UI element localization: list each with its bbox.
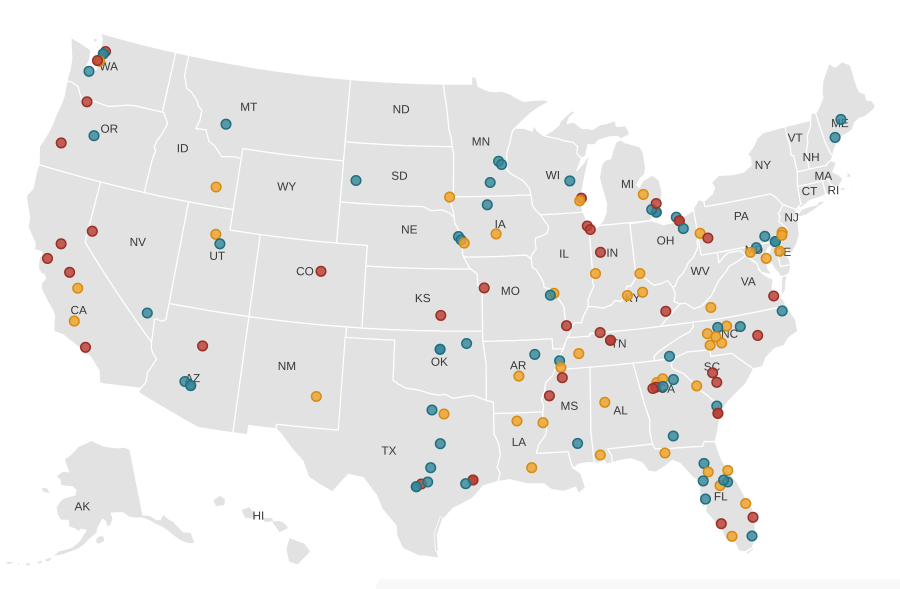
svg-text:WV: WV	[691, 264, 710, 278]
svg-text:CO: CO	[296, 264, 314, 278]
svg-text:ID: ID	[177, 141, 189, 155]
svg-text:OR: OR	[101, 122, 119, 136]
svg-text:AK: AK	[75, 499, 91, 513]
svg-text:MS: MS	[561, 399, 579, 413]
svg-text:MO: MO	[501, 284, 520, 298]
svg-text:NH: NH	[803, 150, 820, 164]
svg-text:IL: IL	[559, 247, 569, 261]
svg-text:MT: MT	[240, 100, 257, 114]
svg-text:SD: SD	[391, 169, 407, 183]
svg-text:MN: MN	[472, 135, 490, 149]
svg-text:CA: CA	[70, 303, 87, 317]
svg-text:VA: VA	[741, 275, 756, 289]
svg-text:ND: ND	[393, 102, 410, 116]
svg-text:NJ: NJ	[784, 210, 799, 224]
svg-text:LA: LA	[512, 435, 527, 449]
svg-text:AR: AR	[510, 358, 526, 372]
svg-text:NV: NV	[130, 235, 147, 249]
svg-text:OH: OH	[657, 233, 675, 247]
svg-text:WY: WY	[277, 180, 296, 194]
svg-text:MI: MI	[621, 177, 634, 191]
svg-text:KS: KS	[415, 291, 431, 305]
svg-text:AL: AL	[613, 403, 628, 417]
svg-text:PA: PA	[734, 209, 749, 223]
svg-text:NY: NY	[755, 158, 772, 172]
svg-text:HI: HI	[253, 509, 265, 523]
svg-text:IN: IN	[606, 246, 618, 260]
svg-text:RI: RI	[828, 183, 840, 197]
svg-text:WI: WI	[546, 168, 560, 182]
svg-text:CT: CT	[802, 184, 818, 198]
svg-text:UT: UT	[209, 249, 225, 263]
svg-text:FL: FL	[714, 489, 728, 503]
svg-text:TX: TX	[381, 444, 396, 458]
svg-text:NM: NM	[278, 359, 296, 373]
svg-text:NE: NE	[401, 222, 418, 236]
svg-text:OK: OK	[431, 355, 448, 369]
svg-text:VT: VT	[788, 131, 803, 145]
svg-text:MA: MA	[814, 169, 832, 183]
svg-text:IA: IA	[495, 217, 506, 231]
